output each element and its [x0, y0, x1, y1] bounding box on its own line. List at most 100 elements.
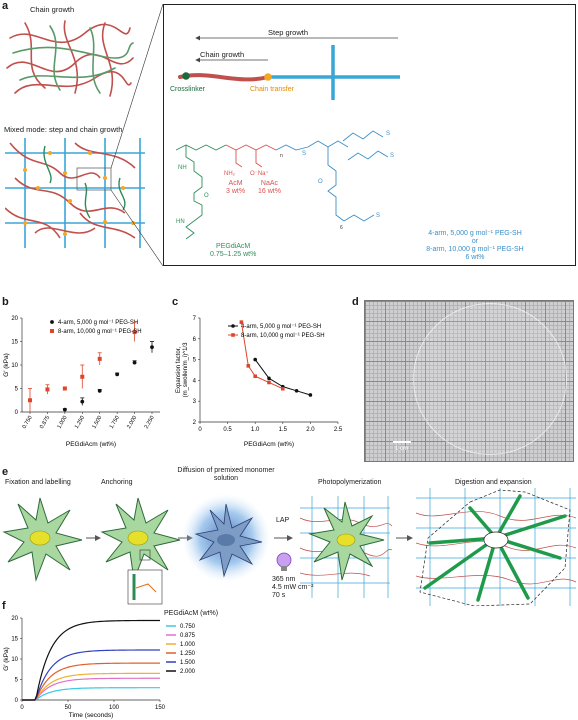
step2-label: Anchoring: [101, 479, 133, 486]
chemical-structure: NH₂ O⁻Na⁺ NH O HN S S S S O n 6: [175, 130, 394, 240]
chart-f-series-line: [22, 662, 161, 701]
acm-wt: 3 wt%: [226, 188, 246, 195]
chart-c-point: [281, 386, 285, 391]
chart-b: 0 5 10 15 20 0.750 0.875 1.000 1.250 1.500 1.750 2.…: [3, 316, 160, 448]
chart-b-point: [80, 374, 85, 379]
chart-c-legend-label: 8-arm, 10,000 g mol⁻¹ PEG-SH: [241, 333, 325, 339]
uv-parameters: 365 nm 4.5 mW cm⁻² 70 s: [272, 576, 313, 600]
chart-c-ytick-label: 4: [193, 378, 197, 384]
chart-c-xtick-label: 0: [198, 427, 202, 433]
chart-b-xtick-label: 2.000: [126, 415, 138, 430]
lap-label: LAP: [276, 517, 290, 524]
chart-b-point: [45, 387, 50, 392]
chart-c-point: [294, 389, 299, 393]
chart-f-legend-label: 2.000: [180, 669, 196, 675]
pegsh-line2: 8-arm, 10,000 g mol⁻¹ PEG-SH: [426, 246, 524, 253]
expanded-gel-disc: [413, 303, 567, 455]
chart-b-ytick-label: 5: [15, 387, 19, 393]
chart-f-xtick-label: 0: [20, 705, 24, 711]
nh2-text: NH₂: [224, 171, 236, 177]
chart-f-series-line: [22, 619, 161, 701]
chart-f-legend-label: 0.750: [180, 624, 196, 630]
chart-b-xtick-label: 2.250: [144, 415, 156, 430]
chart-c-ytick-label: 6: [193, 337, 197, 343]
chart-b-ytick-label: 15: [11, 340, 18, 346]
chain-growth-title: Chain growth: [30, 5, 75, 14]
chart-c-legend-marker: [231, 324, 235, 328]
acm-name: AcM: [228, 180, 243, 187]
chart-c-point: [253, 374, 257, 379]
hn-text: HN: [176, 219, 185, 225]
s-text-2: S: [386, 131, 390, 137]
chart-f-ytick-label: 20: [11, 616, 18, 622]
chart-b-point: [97, 388, 102, 393]
chart-f-series-line: [22, 672, 161, 701]
chart-b-ytick-label: 0: [15, 410, 19, 416]
chart-b-xtick-label: 1.000: [57, 415, 69, 430]
chart-f-xtick-label: 150: [155, 705, 166, 711]
chart-c-xtick-label: 0.5: [223, 427, 232, 433]
pegdiacm-label: PEGdiAcM 0.75–1.25 wt%: [210, 243, 256, 259]
s-text-3: S: [390, 153, 394, 159]
chart-f-legend-label: 1.500: [180, 660, 196, 666]
pegsh-line1: 4-arm, 5,000 g mol⁻¹ PEG-SH: [428, 230, 522, 237]
chart-c-legend-label: 4-arm, 5,000 g mol⁻¹ PEG-SH: [241, 324, 321, 330]
cell-3-diffusion: [182, 494, 270, 582]
chart-c-point: [267, 376, 271, 381]
chart-c-point: [239, 320, 244, 324]
panel-b-label: b: [2, 296, 9, 308]
chart-b-xtick-label: 0.750: [22, 415, 34, 430]
step-chain-schematic: [178, 35, 400, 100]
chart-f-series-line: [22, 687, 161, 701]
pegsh-wt: 6 wt%: [465, 254, 485, 261]
chart-f-legend-label: 1.250: [180, 651, 196, 657]
panel-a-zoom-box: [163, 4, 576, 266]
chart-b-ytick-label: 20: [11, 316, 18, 322]
pegdiacm-name: PEGdiAcM: [216, 243, 251, 250]
chart-f-ytick-label: 10: [11, 657, 18, 663]
mixed-mode-network: [5, 138, 145, 248]
chart-c-point: [308, 393, 313, 397]
step4-label: Photopolymerization: [318, 479, 382, 486]
six-subscript: 6: [340, 225, 343, 231]
cell-2: [100, 497, 181, 605]
chart-b-point: [132, 330, 137, 335]
n-subscript: n: [280, 153, 283, 159]
naac-label: NaAc 16 wt%: [258, 180, 281, 196]
chart-b-point: [28, 398, 32, 403]
chart-b-point: [150, 345, 154, 350]
chart-f-legend-label: 0.875: [180, 633, 196, 639]
chain-transfer-label: Chain transfer: [250, 86, 294, 93]
chart-b-legend-label: 8-arm, 10,000 g mol⁻¹ PEG-SH: [58, 329, 142, 335]
panel-c-label: c: [172, 296, 179, 308]
panel-a-label: a: [2, 0, 9, 12]
chart-f-ylabel: G′ (kPa): [3, 647, 10, 671]
chart-b-point: [97, 356, 102, 361]
chart-b-xtick-label: 1.500: [91, 415, 103, 430]
chart-b-point: [115, 372, 120, 377]
chart-b-legend-marker: [50, 320, 54, 324]
chart-c-ylabel2: (m_swollen/m_i)^1/3: [183, 342, 189, 397]
intensity-label: 4.5 mW cm⁻²: [272, 584, 314, 591]
uv-lamp: [276, 552, 292, 571]
legend-f-title: PEGdiAcM (wt%): [164, 610, 219, 617]
chart-f: 0 5 10 15 20 0 50 100 150 0.750 0.875 1.000 1.250 1.5…: [3, 616, 196, 719]
o-text-peg: O: [318, 179, 323, 185]
nh-text: NH: [178, 165, 187, 171]
chart-f-ytick-label: 0: [15, 698, 19, 704]
chart-b-xtick-label: 0.875: [39, 415, 51, 430]
chart-b-ytick-label: 10: [11, 363, 18, 369]
panel-f-label: f: [2, 600, 6, 612]
cell-5-expanded: [415, 488, 577, 606]
chart-b-xtick-label: 1.250: [74, 415, 86, 430]
chart-f-xlabel: Time (seconds): [69, 712, 114, 719]
pegsh-or: or: [471, 238, 479, 245]
scale-bar-label: 1 cm: [395, 446, 409, 452]
chart-f-xtick-label: 100: [109, 705, 120, 711]
wavelength-label: 365 nm: [272, 576, 296, 583]
chart-c-ytick-label: 2: [193, 420, 197, 426]
chart-b-point: [80, 399, 85, 404]
gel-photo: 1 cm: [364, 300, 574, 462]
chart-c-xtick-label: 1.5: [279, 427, 288, 433]
mixed-mode-title: Mixed mode: step and chain growth: [4, 125, 123, 134]
